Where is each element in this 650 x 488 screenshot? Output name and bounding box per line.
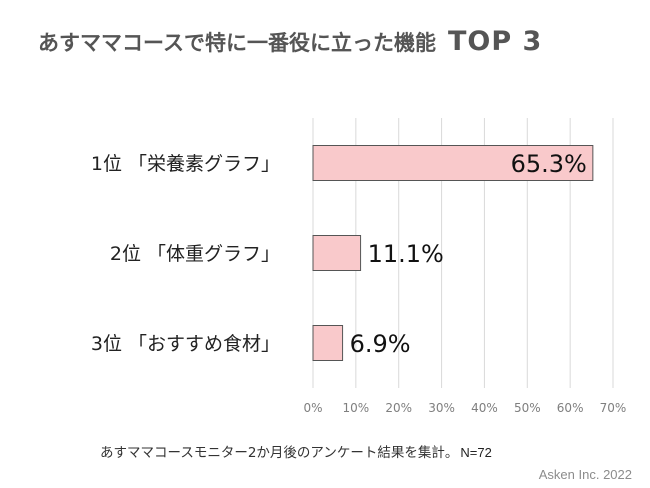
bar xyxy=(312,325,344,361)
x-tick-label: 70% xyxy=(600,401,627,415)
x-axis-ticks: 0% 10% 20% 30% 40% 50% 60% 70% xyxy=(303,401,626,415)
x-tick-label: 30% xyxy=(428,401,455,415)
bar xyxy=(312,235,362,271)
x-tick-label: 40% xyxy=(471,401,498,415)
title-row: あすママコースで特に一番役に立った機能 TOP 3 xyxy=(38,26,542,70)
sample-size: N=72 xyxy=(460,445,492,460)
bars xyxy=(312,145,594,361)
category-labels: 1位 「栄養素グラフ」 2位 「体重グラフ」 3位 「おすすめ食材」 xyxy=(91,153,280,355)
x-tick-label: 50% xyxy=(514,401,541,415)
bar xyxy=(312,145,594,181)
value-labels: 65.3% 11.1% 6.9% xyxy=(350,150,587,358)
value-label: 11.1% xyxy=(368,240,444,268)
footnote-text: あすママコースモニター2か月後のアンケート結果を集計。 xyxy=(100,445,459,461)
chart-title: あすママコースで特に一番役に立った機能 xyxy=(38,31,436,55)
x-tick-label: 20% xyxy=(385,401,412,415)
category-label: 1位 「栄養素グラフ」 xyxy=(91,153,280,175)
chart-title-tag: TOP 3 xyxy=(447,26,543,57)
value-label: 65.3% xyxy=(511,150,587,178)
value-label: 6.9% xyxy=(350,330,411,358)
footnote: あすママコースモニター2か月後のアンケート結果を集計。 N=72 xyxy=(100,441,645,461)
x-tick-label: 0% xyxy=(303,401,322,415)
x-tick-label: 60% xyxy=(557,401,584,415)
x-tick-label: 10% xyxy=(343,401,370,415)
credit: Asken Inc. 2022 xyxy=(538,467,632,482)
category-label: 3位 「おすすめ食材」 xyxy=(91,333,280,355)
category-label: 2位 「体重グラフ」 xyxy=(110,243,280,265)
